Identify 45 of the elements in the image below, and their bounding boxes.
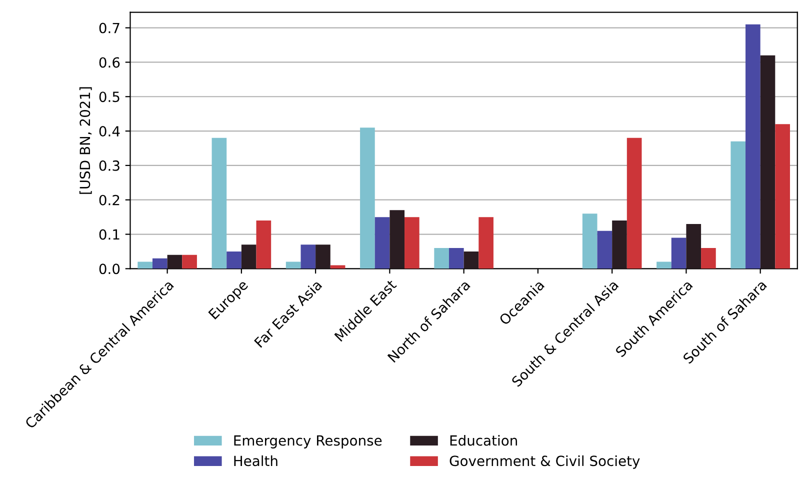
bar xyxy=(612,220,627,269)
bar xyxy=(464,251,479,269)
bar xyxy=(167,254,182,269)
bar xyxy=(241,244,256,269)
bar xyxy=(656,262,672,269)
bar xyxy=(226,251,242,269)
y-tick-label: 0.4 xyxy=(99,126,120,137)
bar xyxy=(182,254,197,269)
bar xyxy=(730,141,746,269)
bar xyxy=(212,138,227,269)
bar xyxy=(330,265,346,269)
y-tick-label: 0.7 xyxy=(99,22,120,34)
bar xyxy=(626,138,642,269)
bar xyxy=(434,248,449,269)
bar xyxy=(671,238,686,269)
bar xyxy=(300,244,316,269)
bar xyxy=(448,248,464,269)
y-tick-label: 0.2 xyxy=(99,194,120,206)
y-tick-label: 0.6 xyxy=(99,57,120,68)
y-tick-label: 0.5 xyxy=(99,92,120,102)
bar xyxy=(478,217,494,269)
bar xyxy=(746,24,760,269)
y-tick-label: 0.0 xyxy=(99,264,120,274)
y-axis-title: [USD BN, 2021] xyxy=(79,87,92,194)
bar xyxy=(286,262,301,269)
legend-label: Emergency Response xyxy=(234,435,382,448)
y-tick-label: 0.3 xyxy=(99,160,120,171)
bar xyxy=(360,128,375,269)
bar xyxy=(390,210,405,269)
bar xyxy=(152,258,168,269)
bar xyxy=(686,224,702,269)
bar xyxy=(404,217,420,269)
bar xyxy=(256,220,272,269)
bar xyxy=(775,124,790,269)
bar xyxy=(597,230,612,269)
bar xyxy=(701,248,716,269)
bar xyxy=(316,244,330,269)
bar xyxy=(138,262,152,269)
legend-label: Education xyxy=(450,435,517,446)
bar xyxy=(760,55,776,269)
y-tick-label: 0.1 xyxy=(99,229,120,240)
bar xyxy=(582,214,598,269)
bar xyxy=(374,217,390,269)
legend-label: Health xyxy=(234,455,278,466)
legend-label: Government & Civil Society xyxy=(450,455,640,469)
